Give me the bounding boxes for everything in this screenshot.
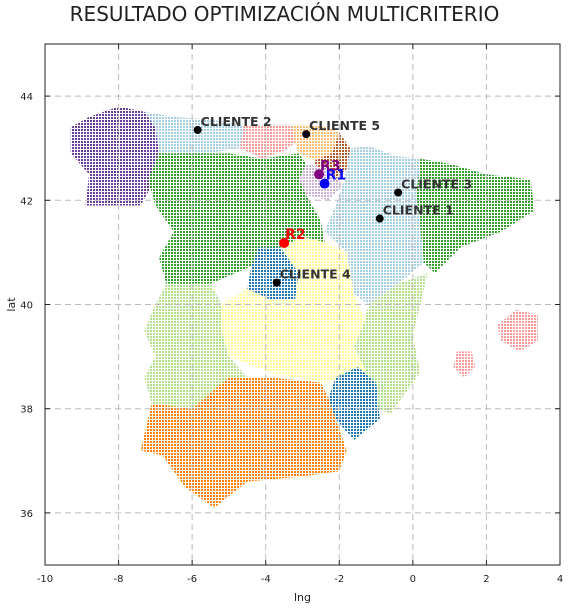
- client-point: [272, 278, 281, 287]
- ticks-layer: -10 -8 -6 -4 -2 0 2 4 36 38 40 42 44: [20, 44, 563, 585]
- center-label: R2: [285, 227, 306, 243]
- client-point: [375, 214, 384, 223]
- region-9: [416, 158, 535, 274]
- client-label: CLIENTE 2: [201, 114, 272, 129]
- client-label: CLIENTE 5: [309, 118, 380, 133]
- x-tick-label: 2: [483, 574, 489, 585]
- y-tick-label: 42: [20, 196, 33, 207]
- center-point: [319, 178, 330, 189]
- client-label: CLIENTE 4: [280, 267, 351, 282]
- x-tick-label: -8: [114, 574, 124, 585]
- y-tick-label: 44: [20, 92, 33, 103]
- region-3: [240, 124, 296, 159]
- x-tick-label: -2: [334, 574, 344, 585]
- y-tick-label: 38: [20, 405, 33, 416]
- regions-layer: [70, 106, 538, 508]
- x-tick-label: 0: [410, 574, 416, 585]
- region-16: [497, 309, 538, 352]
- region-11: [221, 236, 369, 383]
- x-tick-label: -6: [187, 574, 197, 585]
- client-label: CLIENTE 1: [383, 203, 454, 218]
- y-tick-label: 36: [20, 509, 33, 520]
- client-point: [302, 130, 311, 139]
- center-label: R1: [326, 168, 347, 184]
- client-point: [394, 188, 403, 197]
- x-tick-label: 4: [557, 574, 563, 585]
- x-tick-label: -4: [261, 574, 271, 585]
- region-8: [324, 145, 424, 305]
- center-point: [314, 169, 325, 180]
- client-point: [193, 125, 202, 134]
- y-tick-label: 40: [20, 301, 33, 312]
- region-1: [70, 106, 163, 206]
- region-12: [144, 283, 248, 409]
- center-label: R3: [320, 158, 341, 174]
- points-layer: CLIENTE 1 CLIENTE 2 CLIENTE 3 CLIENTE 4 CLIE…: [193, 114, 472, 287]
- center-point: [279, 238, 290, 249]
- x-axis-label: lng: [294, 591, 311, 604]
- x-tick-label: -10: [37, 574, 53, 585]
- region-17: [453, 351, 476, 378]
- client-label: CLIENTE 3: [401, 176, 472, 191]
- y-axis-label: lat: [5, 297, 18, 312]
- region-2: [144, 111, 244, 156]
- chart-title: RESULTADO OPTIMIZACIÓN MULTICRITERIO: [69, 2, 500, 26]
- region-14: [328, 367, 380, 440]
- grid-layer: [44, 44, 561, 565]
- region-13: [354, 273, 428, 414]
- region-10: [247, 247, 299, 300]
